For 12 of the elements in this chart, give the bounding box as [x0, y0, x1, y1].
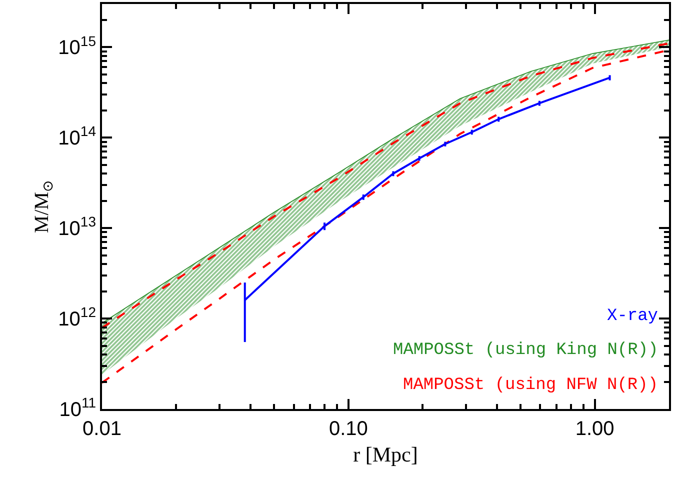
y-tick-label: 10$^{15}$: [58, 32, 96, 60]
x-axis-title: r [Mpc]: [353, 442, 418, 467]
x-tick-label: 1.00: [575, 418, 614, 440]
y-tick-label: 10$^{14}$: [58, 123, 96, 150]
x-tick-label: 0.01: [82, 418, 122, 440]
text: MAMPOSSt (using King N(R)): [393, 341, 658, 360]
text: X-ray: [607, 307, 658, 326]
y-tick-label: 10$^{11}$: [59, 394, 96, 421]
y-tick-label: 10$^{12}$: [58, 304, 96, 331]
y-tick-label: 10$^{13}$: [58, 214, 96, 240]
x-tick-label: 0.10: [328, 418, 368, 440]
text: MAMPOSSt (using NFW N(R)): [403, 376, 658, 395]
